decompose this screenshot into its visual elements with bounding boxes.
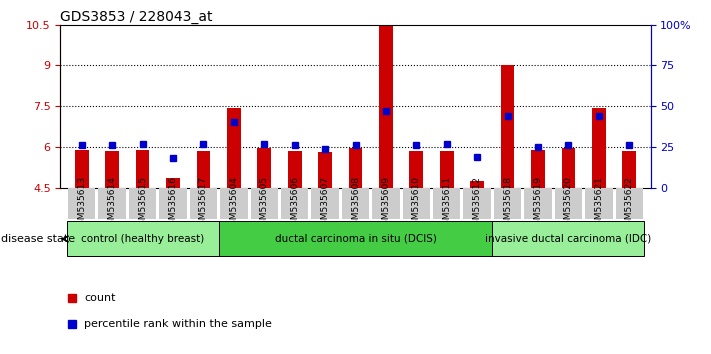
Bar — [531, 150, 545, 188]
Text: invasive ductal carcinoma (IDC): invasive ductal carcinoma (IDC) — [486, 234, 651, 244]
Bar — [166, 178, 180, 188]
Bar — [105, 151, 119, 188]
Text: GDS3853 / 228043_at: GDS3853 / 228043_at — [60, 10, 213, 24]
Text: GSM535608: GSM535608 — [351, 176, 360, 231]
FancyBboxPatch shape — [98, 188, 126, 219]
Bar — [592, 108, 606, 188]
Text: percentile rank within the sample: percentile rank within the sample — [84, 319, 272, 329]
Text: GSM535606: GSM535606 — [290, 176, 299, 231]
Bar — [410, 151, 423, 188]
Bar — [440, 151, 454, 188]
Bar — [562, 148, 575, 188]
FancyBboxPatch shape — [373, 188, 400, 219]
Text: count: count — [84, 293, 116, 303]
FancyBboxPatch shape — [555, 188, 582, 219]
Text: GSM535621: GSM535621 — [594, 176, 604, 231]
Text: GSM535620: GSM535620 — [564, 176, 573, 231]
FancyBboxPatch shape — [218, 222, 493, 256]
FancyBboxPatch shape — [67, 222, 218, 256]
Text: GSM535617: GSM535617 — [199, 176, 208, 231]
Text: GSM535604: GSM535604 — [230, 176, 238, 231]
Text: GSM535609: GSM535609 — [381, 176, 390, 231]
FancyBboxPatch shape — [402, 188, 430, 219]
Text: control (healthy breast): control (healthy breast) — [81, 234, 204, 244]
FancyBboxPatch shape — [616, 188, 643, 219]
FancyBboxPatch shape — [342, 188, 369, 219]
Text: GSM535618: GSM535618 — [503, 176, 512, 231]
Text: GSM535615: GSM535615 — [138, 176, 147, 231]
Bar — [501, 65, 515, 188]
FancyBboxPatch shape — [433, 188, 461, 219]
FancyBboxPatch shape — [494, 188, 521, 219]
Bar — [227, 108, 240, 188]
FancyBboxPatch shape — [159, 188, 187, 219]
Bar — [622, 151, 636, 188]
Bar — [348, 148, 363, 188]
Text: GSM535614: GSM535614 — [107, 176, 117, 231]
FancyBboxPatch shape — [220, 188, 247, 219]
Bar — [319, 152, 332, 188]
FancyBboxPatch shape — [464, 188, 491, 219]
Text: GSM535610: GSM535610 — [412, 176, 421, 231]
FancyBboxPatch shape — [68, 188, 95, 219]
FancyBboxPatch shape — [281, 188, 309, 219]
Text: GSM535619: GSM535619 — [533, 176, 542, 231]
Text: GSM535622: GSM535622 — [625, 176, 634, 231]
Bar — [196, 151, 210, 188]
Bar — [75, 150, 89, 188]
FancyBboxPatch shape — [129, 188, 156, 219]
Bar — [288, 151, 301, 188]
Text: disease state: disease state — [1, 234, 75, 244]
FancyBboxPatch shape — [524, 188, 552, 219]
Text: GSM535607: GSM535607 — [321, 176, 330, 231]
FancyBboxPatch shape — [311, 188, 338, 219]
Bar — [471, 181, 484, 188]
FancyBboxPatch shape — [585, 188, 613, 219]
Bar — [379, 26, 392, 188]
FancyBboxPatch shape — [250, 188, 278, 219]
Text: GSM535613: GSM535613 — [77, 176, 86, 231]
Text: GSM535611: GSM535611 — [442, 176, 451, 231]
FancyBboxPatch shape — [493, 222, 644, 256]
Text: GSM535616: GSM535616 — [169, 176, 178, 231]
Bar — [136, 150, 149, 188]
Bar — [257, 148, 271, 188]
Text: ductal carcinoma in situ (DCIS): ductal carcinoma in situ (DCIS) — [274, 234, 437, 244]
Text: GSM535612: GSM535612 — [473, 176, 481, 231]
FancyBboxPatch shape — [190, 188, 217, 219]
Text: GSM535605: GSM535605 — [260, 176, 269, 231]
